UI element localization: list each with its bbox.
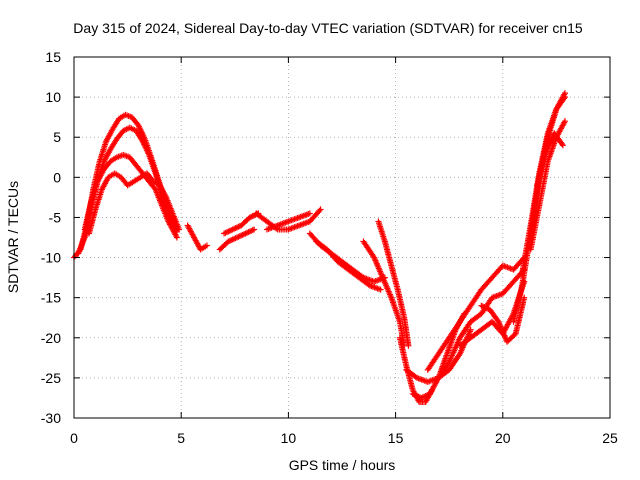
data-point bbox=[251, 226, 258, 233]
data-point bbox=[176, 226, 183, 233]
y-tick-label: 0 bbox=[53, 169, 61, 185]
data-point bbox=[561, 118, 568, 125]
series-arc-3 bbox=[81, 151, 180, 241]
series-arc-20 bbox=[478, 294, 528, 345]
x-axis-label: GPS time / hours bbox=[289, 457, 396, 473]
series-arc-12 bbox=[360, 238, 408, 349]
series-arc-5 bbox=[184, 222, 210, 253]
data-point bbox=[559, 142, 566, 149]
series-arc-9 bbox=[263, 210, 313, 233]
grid-lines bbox=[74, 57, 610, 418]
series-arc-4 bbox=[86, 170, 183, 237]
series-arc-17 bbox=[424, 254, 528, 373]
data-point bbox=[558, 140, 565, 147]
y-tick-label: -20 bbox=[41, 330, 61, 346]
series-arc-11 bbox=[313, 238, 384, 293]
y-axis-label: SDTVAR / TECUs bbox=[5, 181, 21, 293]
data-point bbox=[561, 94, 568, 101]
x-tick-label: 10 bbox=[281, 430, 297, 446]
y-tick-label: -5 bbox=[49, 209, 62, 225]
data-point bbox=[173, 234, 180, 241]
data-point bbox=[377, 286, 384, 293]
plot-frame bbox=[73, 56, 611, 419]
data-point bbox=[306, 210, 313, 217]
data-point bbox=[561, 95, 568, 102]
data-point bbox=[203, 242, 210, 249]
x-tick-label: 20 bbox=[495, 430, 511, 446]
y-tick-label: 15 bbox=[45, 49, 61, 65]
axis-ticks: 0 5 10 15 20 25 -30 -25 -20 -15 -10 -5 0 5 10 15 bbox=[41, 49, 618, 446]
series-arc-13 bbox=[375, 218, 412, 349]
data-point bbox=[316, 207, 323, 214]
series-arc-6 bbox=[216, 226, 258, 253]
y-tick-label: -30 bbox=[41, 410, 61, 426]
chart-title: Day 315 of 2024, Sidereal Day-to-day VTE… bbox=[73, 20, 583, 36]
series-arc-22 bbox=[519, 94, 568, 277]
series-arc-24 bbox=[534, 130, 566, 189]
y-tick-label: -15 bbox=[41, 290, 61, 306]
y-tick-label: -10 bbox=[41, 250, 61, 266]
data-point bbox=[317, 206, 324, 213]
y-tick-label: -25 bbox=[41, 370, 61, 386]
data-markers bbox=[71, 90, 568, 405]
y-tick-label: 5 bbox=[53, 129, 61, 145]
data-point bbox=[467, 326, 474, 333]
x-tick-label: 5 bbox=[177, 430, 185, 446]
y-tick-label: 10 bbox=[45, 89, 61, 105]
x-tick-label: 25 bbox=[602, 430, 618, 446]
x-tick-label: 15 bbox=[388, 430, 404, 446]
x-tick-label: 0 bbox=[70, 430, 78, 446]
data-point bbox=[405, 342, 412, 349]
